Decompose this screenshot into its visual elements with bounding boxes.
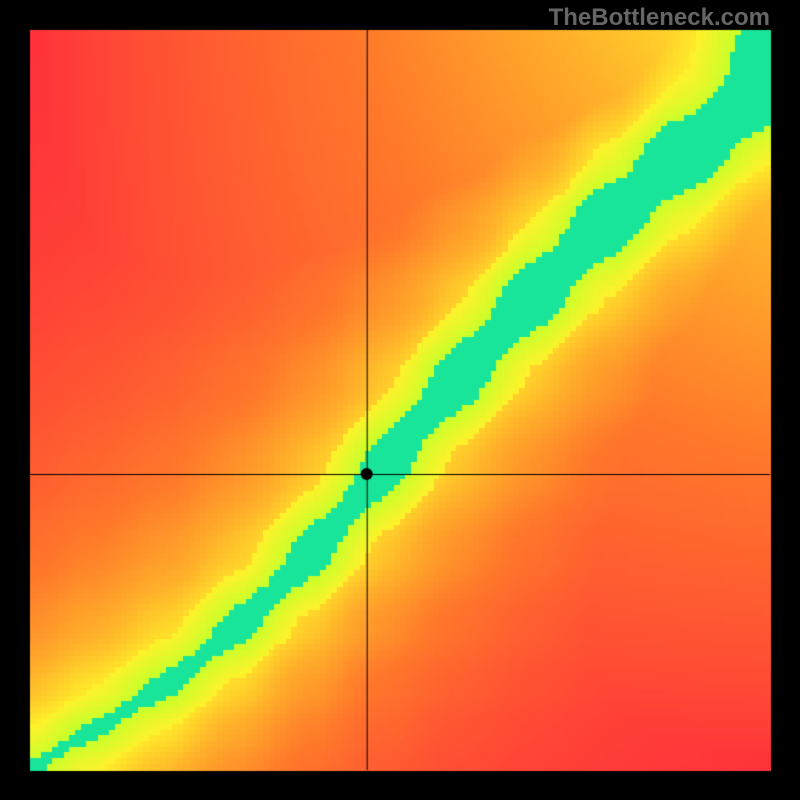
chart-container: TheBottleneck.com (0, 0, 800, 800)
bottleneck-heatmap (0, 0, 800, 800)
watermark-text: TheBottleneck.com (549, 4, 770, 32)
